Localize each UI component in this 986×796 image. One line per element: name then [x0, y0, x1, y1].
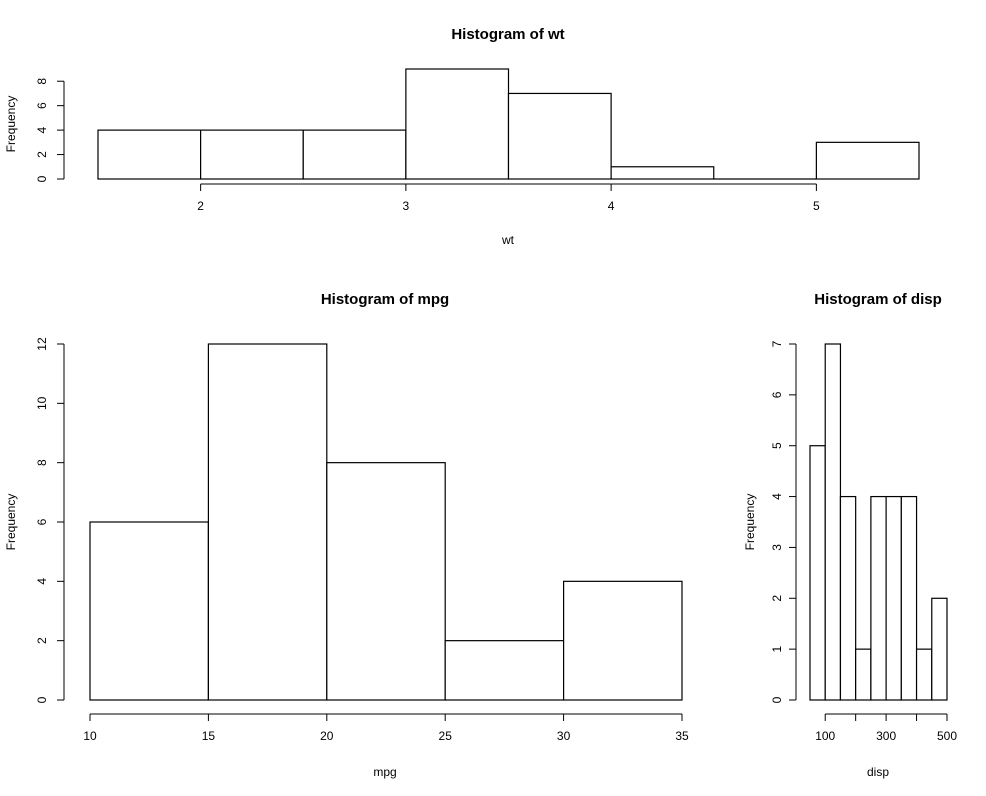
y-tick-label: 7 — [770, 340, 784, 347]
x-tick-label: 15 — [202, 729, 216, 743]
y-tick-label: 8 — [35, 78, 49, 85]
x-tick-label: 500 — [937, 729, 957, 743]
histogram-bar — [809, 445, 826, 701]
x-tick-label: 3 — [403, 199, 410, 213]
y-tick-label: 8 — [35, 459, 49, 466]
x-tick-label: 100 — [815, 729, 835, 743]
x-tick-label: 25 — [439, 729, 453, 743]
y-tick-label: 5 — [770, 442, 784, 449]
x-tick-label: 4 — [608, 199, 615, 213]
histogram-bar — [931, 597, 948, 701]
x-axis-label: disp — [867, 765, 889, 779]
chart-title: Histogram of wt — [451, 26, 564, 43]
y-tick-label: 2 — [770, 595, 784, 602]
chart-title: Histogram of disp — [814, 291, 942, 308]
x-tick-label: 5 — [813, 199, 820, 213]
histogram-bar — [900, 495, 918, 701]
y-tick-label: 0 — [35, 696, 49, 703]
y-tick-label: 1 — [770, 645, 784, 652]
histogram-bar — [200, 129, 304, 180]
x-tick-label: 2 — [197, 199, 204, 213]
chart-wt: Histogram of wt 2 3 4 5 wt 0 2 4 6 8 Frequency — [4, 26, 920, 247]
y-tick-label: 0 — [770, 696, 784, 703]
histogram-bar — [610, 166, 715, 180]
histogram-bar — [815, 141, 920, 180]
histogram-bar — [885, 495, 902, 701]
x-axis-label: wt — [501, 233, 515, 247]
y-tick-label: 4 — [770, 493, 784, 500]
histogram-bar — [855, 648, 872, 701]
y-tick-label: 6 — [35, 102, 49, 109]
y-axis-label: Frequency — [4, 494, 18, 551]
y-tick-label: 2 — [35, 637, 49, 644]
chart-title: Histogram of mpg — [321, 291, 449, 308]
y-tick-label: 0 — [35, 175, 49, 182]
y-axis-label: Frequency — [743, 494, 757, 551]
y-tick-label: 4 — [35, 578, 49, 585]
x-axis-label: mpg — [373, 765, 396, 779]
histogram-bar — [444, 640, 565, 701]
histogram-bar — [824, 343, 842, 701]
y-tick-label: 12 — [35, 337, 49, 351]
y-tick-label: 2 — [35, 151, 49, 158]
y-tick-label: 6 — [770, 391, 784, 398]
histogram-bar — [839, 495, 857, 701]
x-tick-label: 30 — [557, 729, 571, 743]
y-tick-label: 10 — [35, 396, 49, 410]
y-tick-label: 3 — [770, 544, 784, 551]
histogram-bar — [89, 521, 210, 701]
x-tick-label: 300 — [876, 729, 896, 743]
x-tick-label: 10 — [83, 729, 97, 743]
y-axis-label: Frequency — [4, 96, 18, 153]
y-tick-label: 6 — [35, 518, 49, 525]
histogram-bar — [207, 343, 328, 701]
histogram-bar — [326, 462, 446, 701]
histogram-bar — [302, 129, 407, 180]
histogram-bar — [405, 68, 510, 180]
chart-mpg: Histogram of mpg 10 15 20 25 30 35 mpg 0 2 4 6 8 10 12… — [4, 291, 689, 779]
x-tick-label: 20 — [320, 729, 334, 743]
x-tick-label: 35 — [675, 729, 689, 743]
histogram-bar — [870, 495, 887, 701]
histogram-bar — [97, 129, 202, 180]
y-tick-label: 4 — [35, 126, 49, 133]
histogram-bar — [562, 580, 683, 701]
histogram-bar — [915, 648, 933, 701]
chart-disp: Histogram of disp 100 300 500 disp 0 1 2 3 4 5 6 7 Fr… — [743, 291, 957, 779]
histogram-bar — [507, 92, 612, 180]
